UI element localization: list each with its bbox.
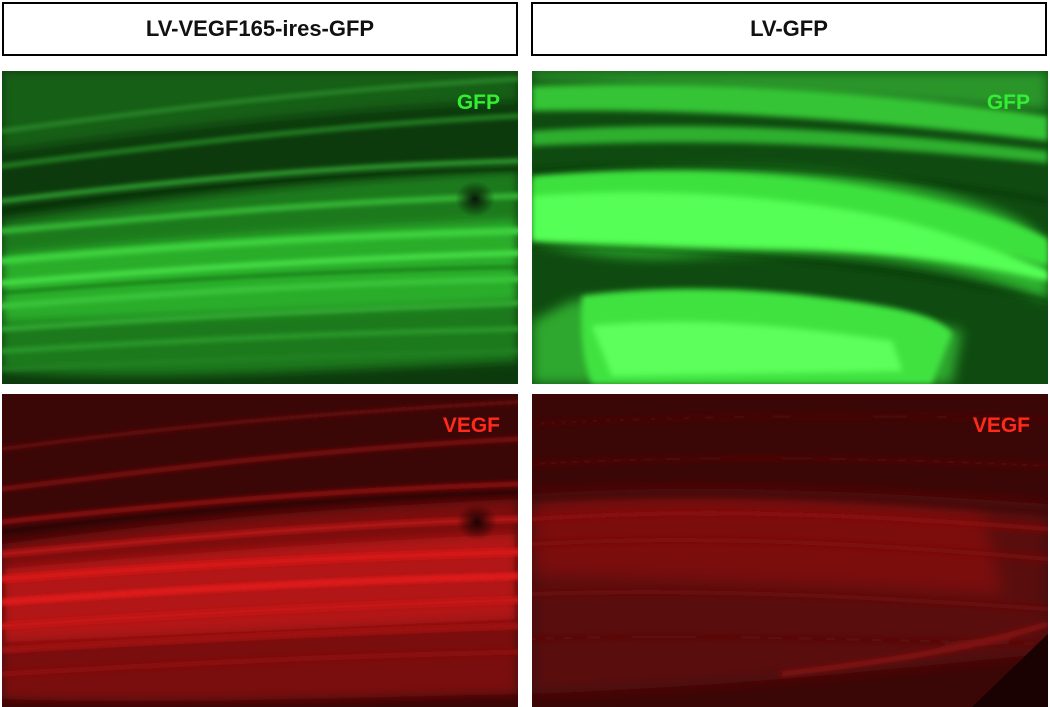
column-header-label: LV-GFP bbox=[750, 16, 828, 41]
channel-label-gfp: GFP bbox=[456, 91, 500, 114]
micrograph-vegf-lv-gfp: VEGF bbox=[532, 394, 1048, 707]
channel-label-vegf: VEGF bbox=[972, 414, 1030, 437]
micrograph-gfp-lv-gfp: GFP bbox=[532, 71, 1048, 384]
column-header-lv-vegf165-ires-gfp: LV-VEGF165-ires-GFP bbox=[2, 2, 518, 56]
micrograph-vegf-lv-vegf165: VEGF bbox=[2, 394, 518, 707]
micrograph-gfp-lv-vegf165: GFP bbox=[2, 71, 518, 384]
column-header-lv-gfp: LV-GFP bbox=[531, 2, 1047, 56]
channel-label-gfp: GFP bbox=[986, 91, 1030, 114]
channel-label-vegf: VEGF bbox=[442, 414, 500, 437]
column-header-label: LV-VEGF165-ires-GFP bbox=[145, 16, 375, 41]
